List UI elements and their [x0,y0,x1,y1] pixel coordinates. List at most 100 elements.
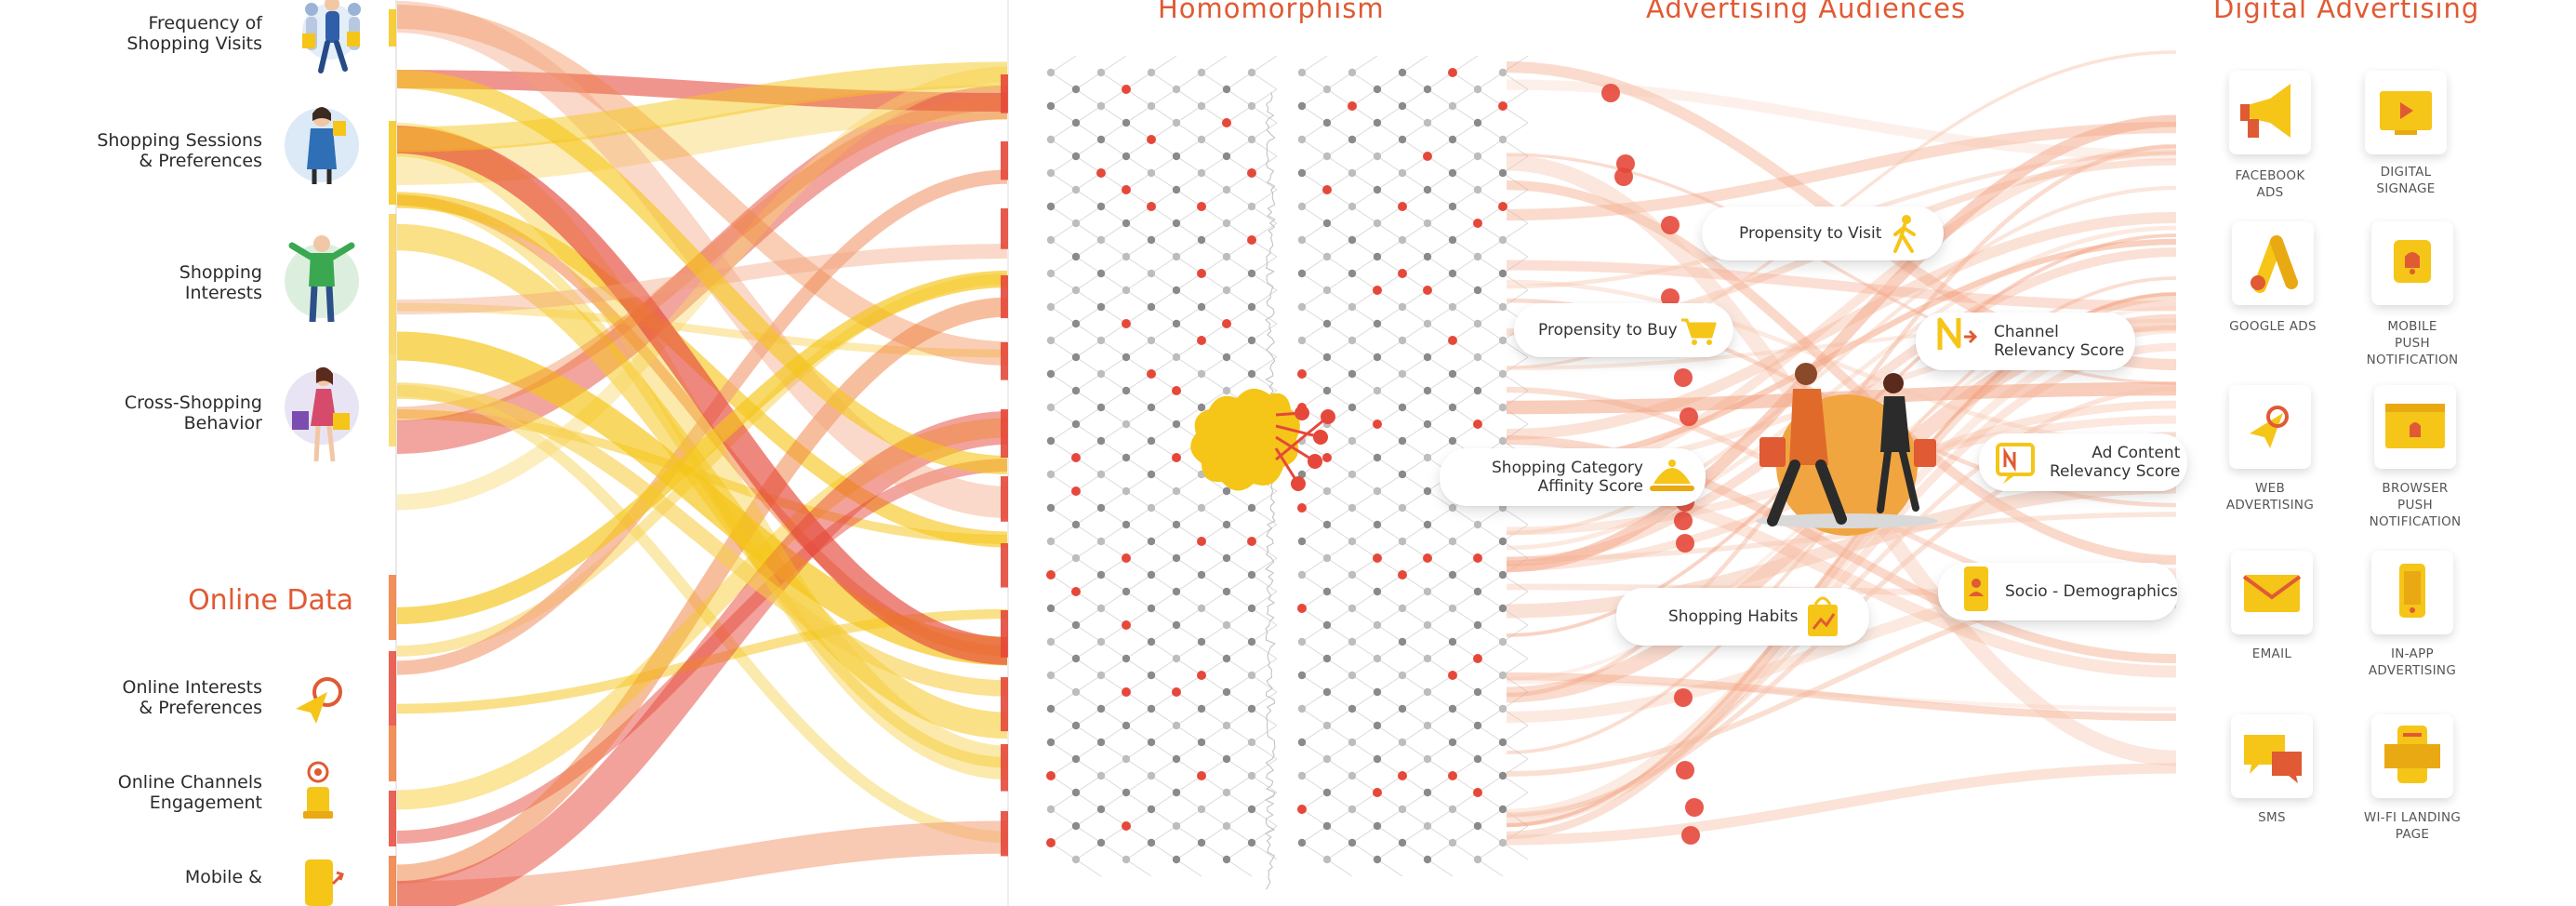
network-link [1125,256,1152,274]
network-link [1326,105,1353,124]
output-ribbon [1506,679,2177,712]
network-link [1427,607,1454,626]
channel-tile-digital-signage[interactable] [2365,71,2447,154]
network-link [1100,423,1127,442]
channel-label-digital-signage: DIGITAL SIGNAGE [2376,165,2436,196]
network-link [1326,239,1353,258]
network-link [1401,775,1428,793]
network-node [1147,503,1156,513]
channel-tile-browser-push[interactable] [2374,385,2456,469]
network-link [1125,641,1152,660]
network-node [1046,135,1056,144]
input-ribbon [394,384,1010,844]
audience-dot [1661,216,1680,234]
network-link [1301,356,1328,375]
network-node [1373,386,1382,395]
network-link [1050,708,1077,726]
output-ribbon [1506,342,2177,828]
network-link [1351,624,1378,643]
network-link [1201,88,1228,107]
network-node [1398,403,1407,412]
channel-tile-email[interactable] [2231,551,2313,634]
channel-tile-sms[interactable] [2231,714,2313,798]
network-link [1201,55,1228,73]
channel-tile-mobile-push[interactable] [2371,221,2453,305]
channel-tile-wifi-landing[interactable] [2371,714,2453,798]
network-link [1376,574,1403,593]
network-link [1427,440,1454,459]
network-link [1502,574,1529,593]
network-node [1398,503,1407,513]
network-link [1401,607,1428,626]
network-node [1297,838,1307,847]
network-link [1326,473,1353,492]
signal-trace-line [1264,92,1276,890]
network-node [1448,101,1457,111]
network-link [1100,775,1127,793]
network-link [1226,691,1253,710]
network-link [1075,775,1102,793]
network-link [1326,139,1353,157]
network-link [1326,607,1353,626]
network-link [1351,139,1378,157]
network-link [1477,674,1504,693]
network-link [1401,473,1428,492]
input-ribbon [394,126,1010,665]
network-link [1452,641,1479,660]
network-node [1373,687,1382,697]
network-link [1201,758,1228,777]
network-link [1100,490,1127,509]
network-link [1100,591,1127,609]
network-link [1427,373,1454,392]
network-node [1297,168,1307,178]
network-link [1301,239,1328,258]
network-link [1326,356,1353,375]
network-node [1348,436,1357,446]
channel-tile-web-advertising[interactable] [2229,385,2311,469]
network-link [1226,557,1253,576]
channel-label-google-ads: GOOGLE ADS [2229,319,2317,334]
network-link [1175,340,1202,358]
network-node [1122,118,1131,127]
input-ribbon [394,69,1010,475]
network-link [1075,289,1102,308]
network-link [1201,172,1228,191]
channel-tile-in-app[interactable] [2371,551,2453,634]
network-node [1247,168,1256,178]
network-link [1150,540,1177,559]
channel-tile-facebook-ads[interactable] [2229,71,2311,154]
network-link [1075,139,1102,157]
network-link [1351,390,1378,408]
network-link [1251,792,1278,810]
network-link [1125,540,1152,559]
network-node [1473,85,1482,94]
network-node [1096,202,1106,211]
network-link [1301,256,1328,274]
network-links [1050,55,1529,877]
network-link [1100,323,1127,341]
network-link [1301,72,1328,90]
network-node [1448,503,1457,513]
network-link [1150,423,1177,442]
network-link [1427,775,1454,793]
network-link [1401,122,1428,140]
network-link [1226,105,1253,124]
network-link [1401,574,1428,593]
network-link [1075,725,1102,743]
network-link [1376,725,1403,743]
network-link [1175,356,1202,375]
network-node [1473,520,1482,529]
network-link [1175,139,1202,157]
network-node [1172,386,1181,395]
audience-dot [1674,688,1693,707]
network-link [1201,557,1228,576]
network-node [1448,537,1457,546]
network-node [1448,403,1457,412]
channel-tile-google-ads[interactable] [2232,221,2314,305]
network-link [1150,139,1177,157]
network-link [1100,105,1127,124]
network-node [1147,704,1156,713]
cloche-icon [1650,460,1694,491]
network-link [1301,708,1328,726]
network-node [1247,135,1256,144]
